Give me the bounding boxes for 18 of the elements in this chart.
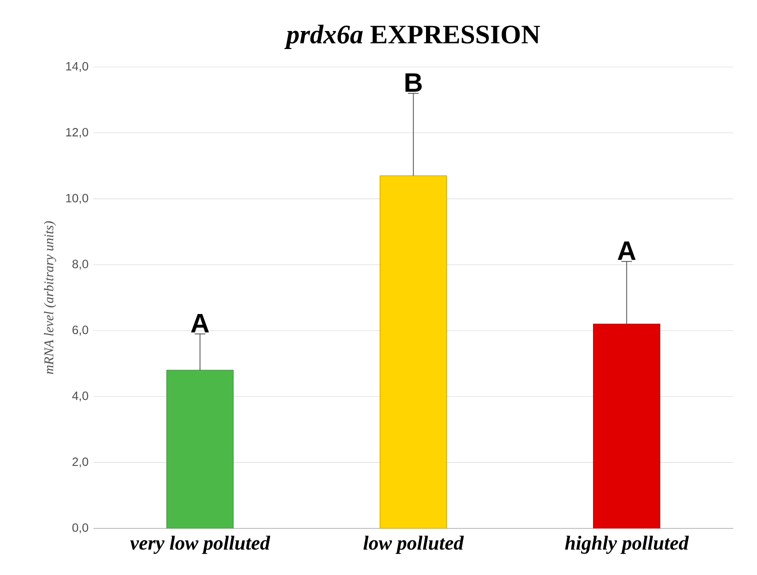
annotation: A <box>618 241 636 260</box>
annotation: B <box>405 73 422 92</box>
x-tick-label: very low polluted <box>130 536 270 554</box>
chart-title: prdx6a EXPRESSION <box>284 24 540 49</box>
bar <box>380 175 447 528</box>
y-tick-label: 6,0 <box>72 326 88 336</box>
y-tick-label: 8,0 <box>72 260 88 270</box>
y-tick-label: 4,0 <box>72 392 88 402</box>
y-axis-title: mRNA level (arbitrary units) <box>44 221 56 374</box>
y-tick-label: 0,0 <box>72 523 88 534</box>
y-tick-label: 12,0 <box>66 128 88 138</box>
y-tick-label: 14,0 <box>66 62 88 72</box>
x-tick-label: highly polluted <box>565 536 689 554</box>
y-tick-label: 10,0 <box>66 194 88 204</box>
bar <box>166 370 234 528</box>
y-tick-label: 2,0 <box>72 457 88 468</box>
x-tick-label: low polluted <box>363 536 464 554</box>
annotation: A <box>191 314 209 332</box>
